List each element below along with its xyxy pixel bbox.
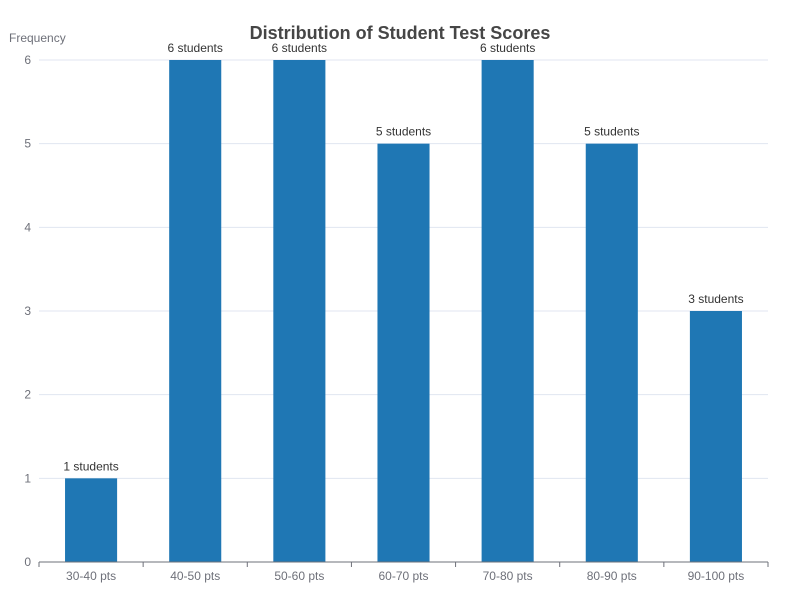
y-tick-label: 4 [24,220,31,234]
y-tick-label: 6 [24,53,31,67]
chart-title: Distribution of Student Test Scores [250,23,551,43]
bar-data-label: 5 students [376,125,431,139]
bar[interactable] [169,60,222,562]
y-tick-label: 1 [24,471,31,485]
x-tick-label: 90-100 pts [688,569,745,583]
x-tick-label: 30-40 pts [66,569,116,583]
data-labels: 1 students 6 students 6 students 5 students… [63,41,743,473]
bar-data-label: 6 students [480,41,535,55]
bar-data-label: 3 students [688,292,743,306]
x-tick-label: 50-60 pts [274,569,324,583]
bar-data-label: 1 students [63,459,118,473]
bar[interactable] [273,60,326,562]
bar[interactable] [377,143,430,562]
bar-data-label: 6 students [272,41,327,55]
x-tick-label: 80-90 pts [587,569,637,583]
axes: 0 1 2 3 4 5 6 30-40 pts 40-50 pts 50-60 pts 60-70 … [24,53,769,583]
x-tick-label: 60-70 pts [378,569,428,583]
x-tick-label: 40-50 pts [170,569,220,583]
bar[interactable] [689,311,742,562]
bar[interactable] [585,143,638,562]
bars [65,60,742,562]
bar-data-label: 5 students [584,125,639,139]
bar-data-label: 6 students [168,41,223,55]
y-tick-label: 0 [24,555,31,569]
y-tick-label: 3 [24,304,31,318]
bar[interactable] [65,478,118,562]
y-axis-name: Frequency [9,31,66,45]
x-tick-label: 70-80 pts [483,569,533,583]
y-tick-label: 5 [24,137,31,151]
y-tick-label: 2 [24,388,31,402]
bar[interactable] [481,60,534,562]
